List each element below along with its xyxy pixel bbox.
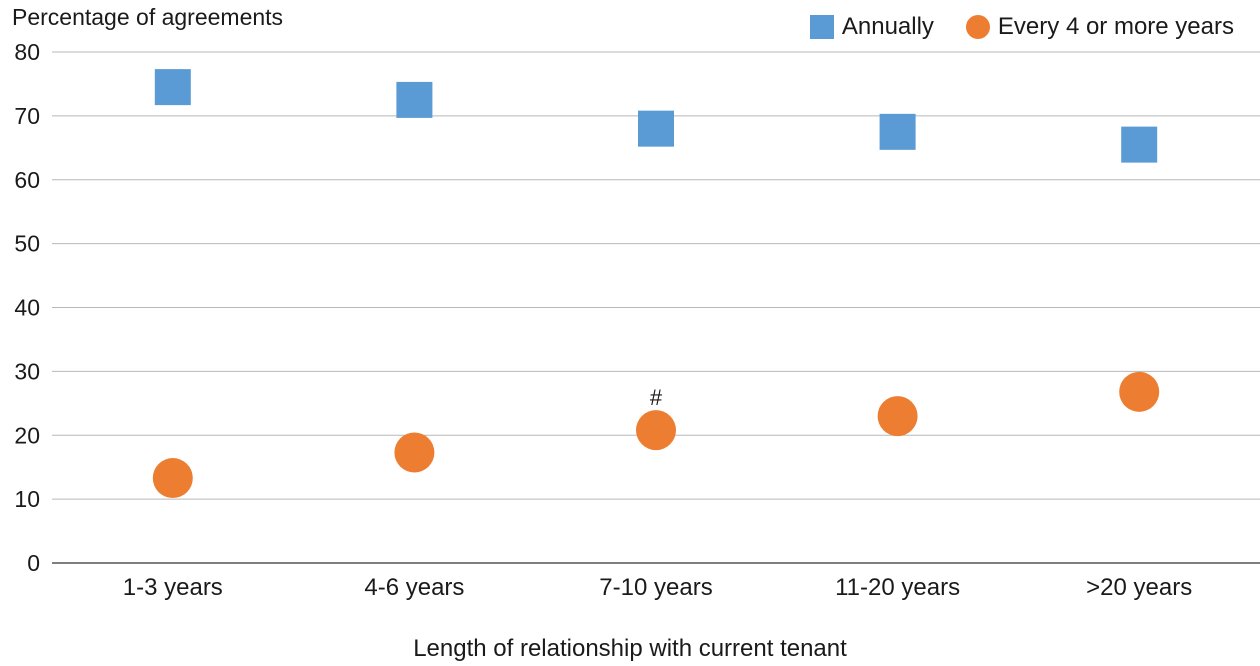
y-tick-label: 70 [14,103,40,129]
annotation-hash: # [650,385,663,410]
every-4-years-point [152,458,193,499]
x-axis-label: Length of relationship with current tena… [413,635,847,662]
x-tick-label: >20 years [1086,574,1192,601]
x-tick-label: 11-20 years [835,574,960,601]
every-4-years-point [1119,371,1160,412]
annually-point [396,81,433,118]
x-tick-label: 7-10 years [599,574,712,601]
annually-point [154,69,191,106]
legend-square-marker [809,15,834,39]
legend-label-every-4-years: Every 4 or more years [997,13,1234,40]
y-tick-label: 80 [14,39,40,65]
y-tick-label: 60 [14,167,40,193]
y-tick-label: 40 [14,295,40,321]
annually-point [879,113,916,150]
legend-label-annually: Annually [841,13,934,40]
every-4-years-point [636,410,676,451]
legend-item-every-4-years: Every 4 or more years [965,13,1234,41]
annually-point [1121,126,1158,163]
every-4-years-point [394,432,435,473]
every-4-years-point [877,396,918,437]
legend-item-annually: Annually [809,13,934,41]
x-tick-label: 4-6 years [364,574,464,601]
y-tick-label: 50 [14,231,40,257]
y-tick-labels: 0 10 20 30 40 50 60 70 80 [14,39,40,576]
x-tick-label: 1-3 years [123,574,223,601]
annotations: # [650,385,663,410]
y-axis-label: Percentage of agreements [12,4,284,30]
data-points [152,69,1160,499]
legend-circle-marker [965,15,990,39]
annually-point [638,110,674,147]
gridlines [52,51,1260,564]
y-tick-label: 30 [14,358,40,384]
y-tick-label: 10 [14,486,40,512]
x-tick-labels: 1-3 years 4-6 years 7-10 years 11-20 years >… [123,574,1192,601]
y-tick-label: 0 [27,550,40,576]
legend: Annually Every 4 or more years [778,13,1234,41]
y-tick-label: 20 [14,422,40,448]
